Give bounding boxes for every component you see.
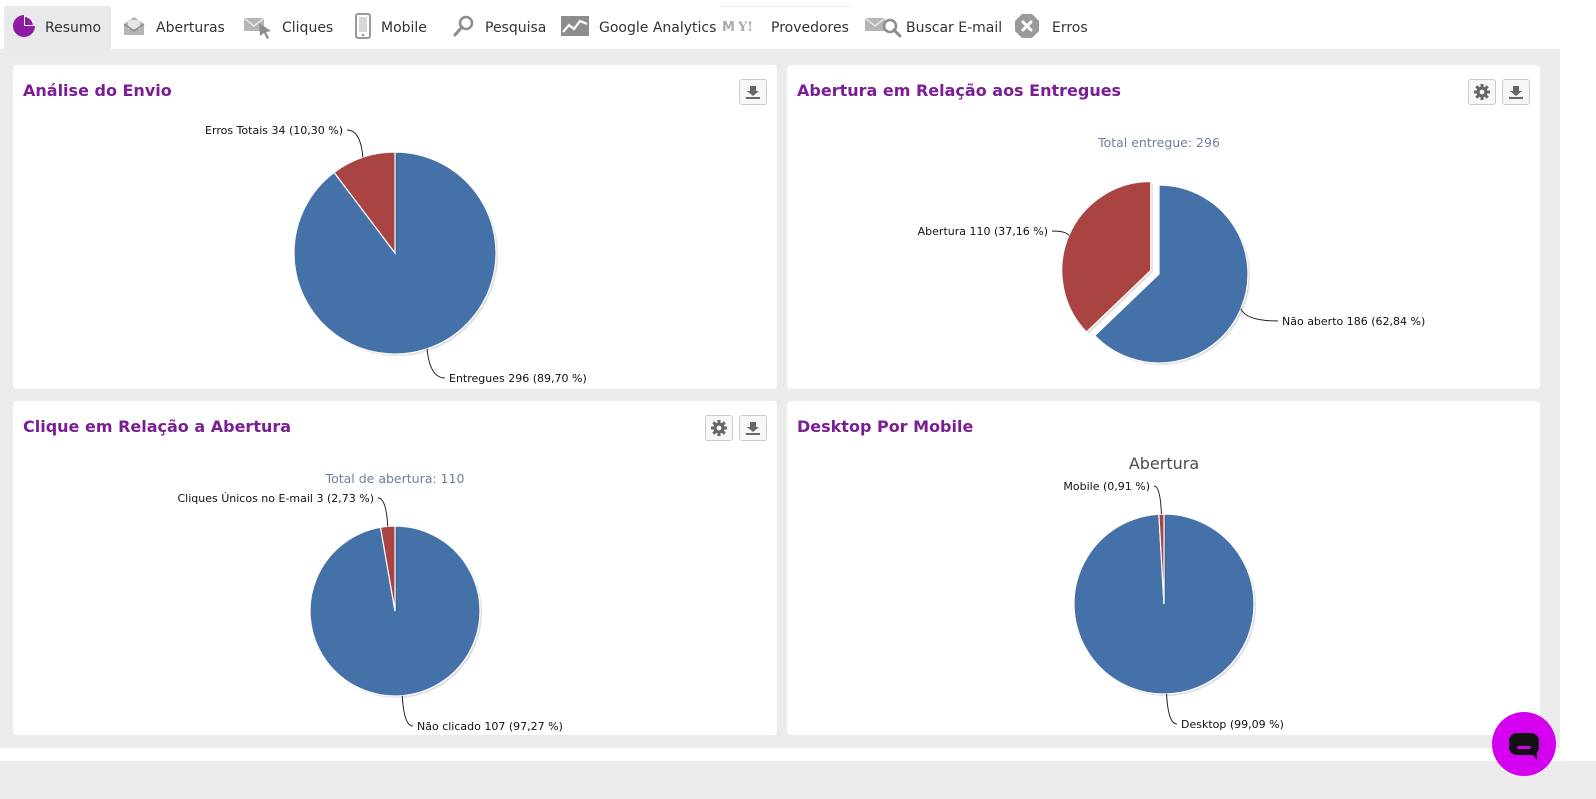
tab-resumo[interactable]: Resumo: [4, 6, 111, 49]
download-icon: [1509, 86, 1523, 99]
tab-erros[interactable]: Erros: [1014, 6, 1094, 49]
panel-title: Desktop Por Mobile: [797, 417, 974, 436]
download-icon: [746, 422, 760, 435]
svg-text:Y!: Y!: [737, 20, 753, 35]
tab-label: Aberturas: [156, 19, 225, 36]
label-connector: [377, 497, 389, 527]
download-button[interactable]: [1502, 79, 1530, 105]
pie-chart-desktop-mobile: Abertura Desktop (99,09 %) Mobile (0,91 %): [1063, 454, 1284, 731]
label-connector: [346, 129, 364, 158]
mobile-phone-icon: [354, 12, 372, 43]
tab-label: Erros: [1052, 19, 1088, 36]
slice-label: Mobile (0,91 %): [1063, 480, 1150, 493]
pie-chart-icon: [12, 14, 36, 42]
tab-aberturas[interactable]: Aberturas: [121, 6, 225, 49]
tab-buscar-email[interactable]: Buscar E-mail: [864, 6, 1002, 49]
slice-label: Abertura 110 (37,16 %): [918, 225, 1048, 238]
label-connector: [1240, 308, 1279, 322]
error-icon: [1014, 13, 1040, 43]
pie-chart-analise-envio: Entregues 296 (89,70 %) Erros Totais 34 (…: [205, 124, 587, 385]
providers-logo-icon: M Y!: [720, 16, 762, 40]
tab-bar: Resumo Aberturas Cliques Mobile Pesquisa…: [0, 0, 1596, 49]
slice-label: Entregues 296 (89,70 %): [449, 372, 587, 385]
pie-slice-abertura-entregues-1[interactable]: [1061, 180, 1152, 333]
panel-clique-abertura: Clique em Relação a Abertura Total de ab…: [13, 401, 777, 735]
settings-button[interactable]: [705, 415, 733, 441]
tab-label: Provedores: [771, 20, 849, 36]
chat-button[interactable]: [1492, 712, 1556, 776]
tab-google-analytics[interactable]: Google Analytics: [560, 6, 716, 49]
chart-title: Abertura: [1129, 454, 1199, 473]
download-button[interactable]: [739, 79, 767, 105]
slice-label: Desktop (99,09 %): [1181, 718, 1284, 731]
settings-button[interactable]: [1468, 79, 1496, 105]
slice-label: Não aberto 186 (62,84 %): [1282, 315, 1425, 328]
slice-label: Não clicado 107 (97,27 %): [417, 720, 563, 733]
download-icon: [746, 86, 760, 99]
label-connector: [1153, 485, 1162, 515]
gear-icon: [1474, 84, 1490, 100]
search-email-icon: [864, 13, 902, 43]
slice-label: Erros Totais 34 (10,30 %): [205, 124, 343, 137]
panel-title: Análise do Envio: [23, 81, 172, 100]
chat-icon: [1509, 733, 1539, 760]
gear-icon: [711, 420, 727, 436]
tab-label: Pesquisa: [485, 19, 547, 36]
tab-label: Mobile: [381, 19, 427, 36]
panel-analise-envio: Análise do Envio Entregues 296 (89,70 %)…: [13, 65, 777, 389]
chart-subtitle: Total entregue: 296: [1097, 135, 1220, 150]
footer-band: [0, 761, 1596, 799]
pie-slice-analise-envio-1[interactable]: [333, 151, 396, 255]
label-connector: [1166, 693, 1178, 725]
tab-label: Buscar E-mail: [906, 19, 1003, 36]
pie-chart-clique-abertura: Total de abertura: 110 Não clicado 107 (9…: [177, 471, 563, 733]
search-icon: [452, 14, 476, 42]
label-connector: [401, 695, 414, 727]
open-envelope-icon: [121, 13, 147, 43]
label-connector: [1051, 230, 1070, 236]
tab-mobile[interactable]: Mobile: [354, 6, 430, 49]
label-connector: [426, 348, 446, 379]
pie-slice-abertura-entregues-0[interactable]: [1093, 184, 1249, 364]
pie-chart-abertura-entregues: Total entregue: 296 Não aberto 186 (62,84…: [918, 135, 1425, 365]
tab-label: Google Analytics: [599, 19, 717, 36]
panel-abertura-entregues: Abertura em Relação aos Entregues Total …: [787, 65, 1540, 389]
tab-pesquisa[interactable]: Pesquisa: [452, 6, 547, 49]
panel-title: Abertura em Relação aos Entregues: [797, 81, 1122, 100]
tab-cliques[interactable]: Cliques: [243, 6, 333, 49]
panel-title: Clique em Relação a Abertura: [23, 417, 292, 436]
line-chart-icon: [560, 15, 590, 41]
panel-desktop-mobile: Desktop Por Mobile Abertura Desktop (99,0…: [787, 401, 1540, 735]
slice-label: Cliques Únicos no E-mail 3 (2,73 %): [177, 492, 374, 505]
svg-text:M: M: [722, 20, 735, 35]
tab-label: Cliques: [282, 19, 334, 36]
download-button[interactable]: [739, 415, 767, 441]
tab-label: Resumo: [45, 19, 102, 36]
chart-subtitle: Total de abertura: 110: [325, 471, 465, 486]
click-envelope-icon: [243, 13, 273, 43]
tab-provedores[interactable]: M Y! Provedores: [720, 6, 852, 49]
